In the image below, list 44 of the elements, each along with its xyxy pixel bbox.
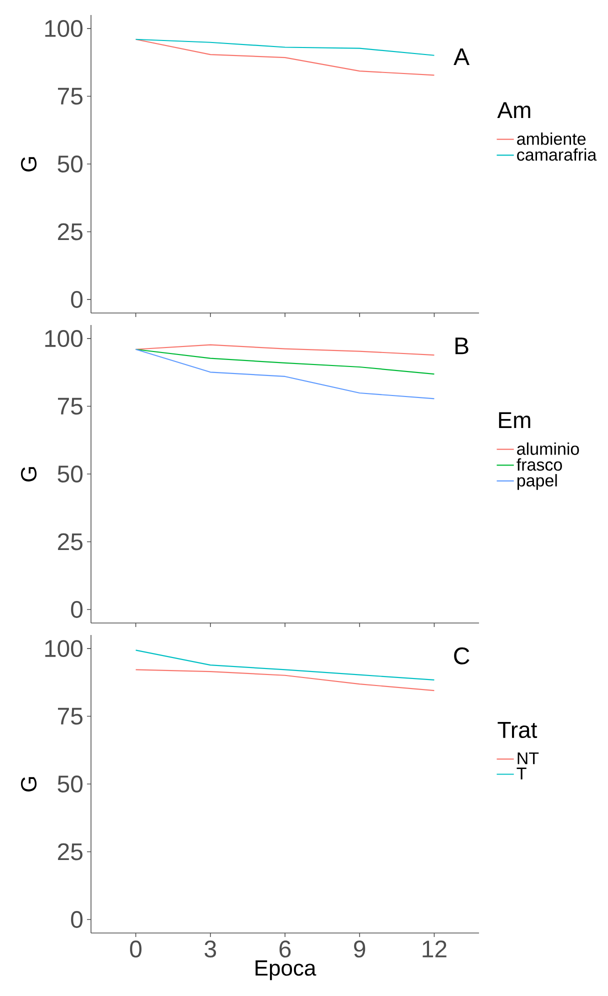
- legend-label: T: [516, 768, 526, 780]
- legend-label: NT: [518, 752, 539, 764]
- y-tick-label: 25: [58, 843, 82, 860]
- x-axis-title: Epoca: [256, 960, 316, 980]
- line-series: [135, 344, 435, 356]
- legend-label: papel: [517, 474, 557, 490]
- y-tick-label: 50: [58, 466, 83, 483]
- line-series: [135, 348, 435, 400]
- text: A: [454, 48, 470, 65]
- chart-title: C: [454, 647, 470, 664]
- y-axis-title: G: [20, 777, 37, 792]
- legend-label: frasco: [516, 458, 562, 471]
- line-series: [135, 650, 435, 681]
- y-tick-label: 75: [58, 398, 82, 415]
- legend-title: Em: [499, 412, 530, 428]
- y-tick-label: 75: [58, 708, 82, 725]
- y-tick-label: 100: [45, 330, 83, 348]
- y-tick-label: 0: [71, 600, 83, 618]
- legend-label: camarafria: [517, 148, 597, 161]
- y-tick-label: 75: [58, 88, 82, 105]
- line-series: [135, 38, 435, 76]
- x-tick-label: 0: [130, 940, 142, 958]
- y-tick-label: 100: [45, 20, 83, 38]
- y-tick-label: 0: [71, 910, 83, 928]
- y-tick-label: 50: [58, 776, 83, 793]
- line-series: [135, 669, 435, 692]
- y-tick-label: 0: [71, 290, 83, 308]
- x-tick-label: 3: [204, 940, 216, 958]
- y-axis-title: G: [20, 157, 37, 172]
- legend-title: Trat: [498, 722, 538, 738]
- y-tick-label: 100: [45, 640, 83, 658]
- legend-label: aluminio: [517, 442, 579, 455]
- y-tick-label: 25: [58, 223, 82, 240]
- legend-label: ambiente: [517, 132, 586, 145]
- legend-title: Am: [497, 102, 530, 118]
- x-tick-label: 6: [280, 940, 291, 958]
- line-series: [135, 348, 435, 375]
- y-tick-label: 25: [58, 533, 82, 550]
- chart-title: B: [456, 338, 468, 354]
- y-tick-label: 50: [58, 156, 83, 172]
- x-tick-label: 9: [354, 940, 366, 958]
- line-series: [135, 38, 435, 56]
- x-tick-label: 12: [422, 940, 446, 958]
- y-axis-title: G: [20, 467, 37, 482]
